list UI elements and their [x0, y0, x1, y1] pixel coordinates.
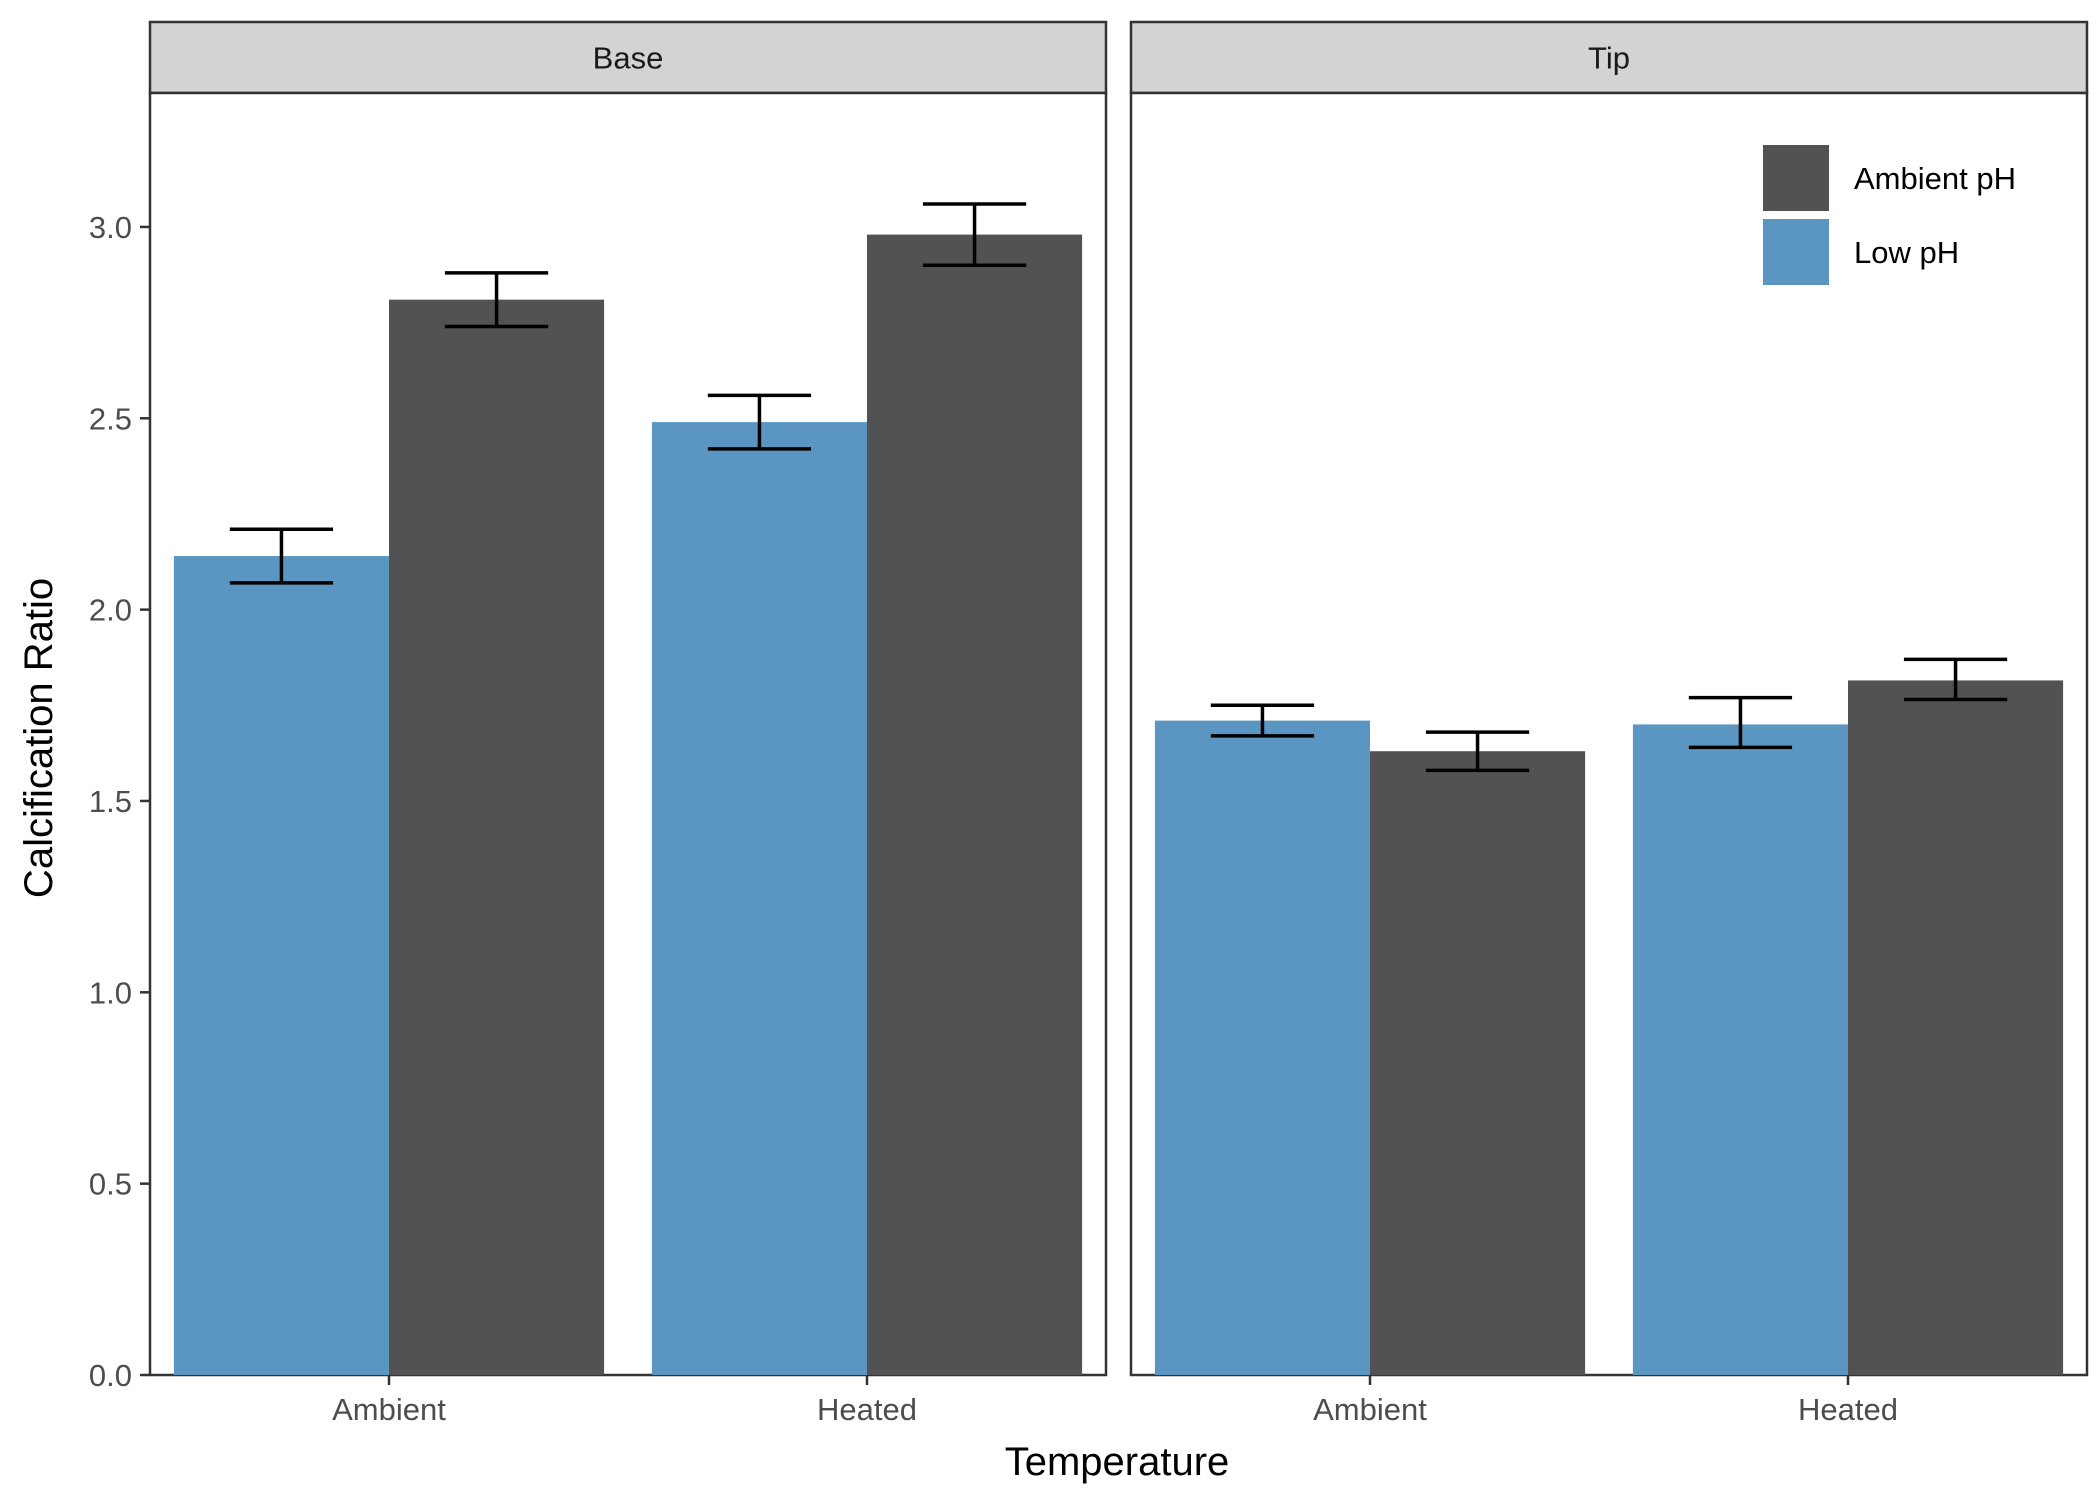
error-bar-tip-heated-low-ph	[1688, 695, 1793, 750]
x-tick-label-base-ambient: Ambient	[332, 1392, 446, 1427]
bar-base-heated-ambient-ph	[867, 234, 1083, 1376]
error-bar-tip-ambient-ambient-ph	[1425, 730, 1530, 773]
facet-strip-base	[148, 20, 1108, 95]
bar-base-ambient-ambient-ph	[389, 299, 605, 1375]
y-axis-title: Calcification Ratio	[17, 578, 61, 898]
y-tick-label: 2.5	[89, 401, 132, 436]
x-tick-label-base-heated: Heated	[817, 1392, 917, 1427]
error-bar-base-heated-ambient-ph	[922, 202, 1027, 267]
legend: Ambient pH Low pH	[1763, 145, 2016, 285]
y-tick-label: 2.0	[89, 593, 132, 628]
legend-key-ambient-ph	[1763, 145, 1829, 211]
bar-tip-ambient-low-ph	[1154, 720, 1370, 1375]
error-bar-base-heated-low-ph	[707, 393, 812, 451]
bar-tip-heated-low-ph	[1632, 724, 1848, 1375]
x-axis: Ambient Heated Ambient Heated	[332, 1375, 1898, 1427]
y-tick-label: 1.0	[89, 975, 132, 1010]
bar-tip-ambient-ambient-ph	[1370, 751, 1586, 1375]
legend-label-low-ph: Low pH	[1854, 235, 1959, 270]
bar-base-ambient-low-ph	[173, 556, 389, 1375]
x-axis-title: Temperature	[1005, 1440, 1230, 1484]
x-tick-label-tip-heated: Heated	[1798, 1392, 1898, 1427]
legend-label-ambient-ph: Ambient pH	[1854, 161, 2016, 196]
y-tick-label: 0.0	[89, 1358, 132, 1393]
x-tick-label-tip-ambient: Ambient	[1313, 1392, 1427, 1427]
error-bar-base-ambient-ambient-ph	[444, 271, 549, 329]
y-tick-label: 0.5	[89, 1167, 132, 1202]
bar-base-heated-low-ph	[651, 422, 867, 1375]
panels-layer: Base Tip	[148, 20, 2089, 1377]
legend-key-low-ph	[1763, 219, 1829, 285]
error-bar-tip-ambient-low-ph	[1210, 703, 1315, 738]
facet-label-tip: Tip	[1588, 41, 1630, 76]
facet-label-base: Base	[593, 41, 664, 76]
y-tick-label: 3.0	[89, 210, 132, 245]
facet-strip-tip	[1129, 20, 2089, 95]
y-axis: 0.0 0.5 1.0 1.5 2.0 2.5 3.0	[89, 210, 150, 1393]
bar-tip-heated-ambient-ph	[1848, 680, 2064, 1375]
y-tick-label: 1.5	[89, 784, 132, 819]
error-bar-base-ambient-low-ph	[229, 527, 334, 585]
error-bar-tip-heated-ambient-ph	[1903, 657, 2008, 702]
